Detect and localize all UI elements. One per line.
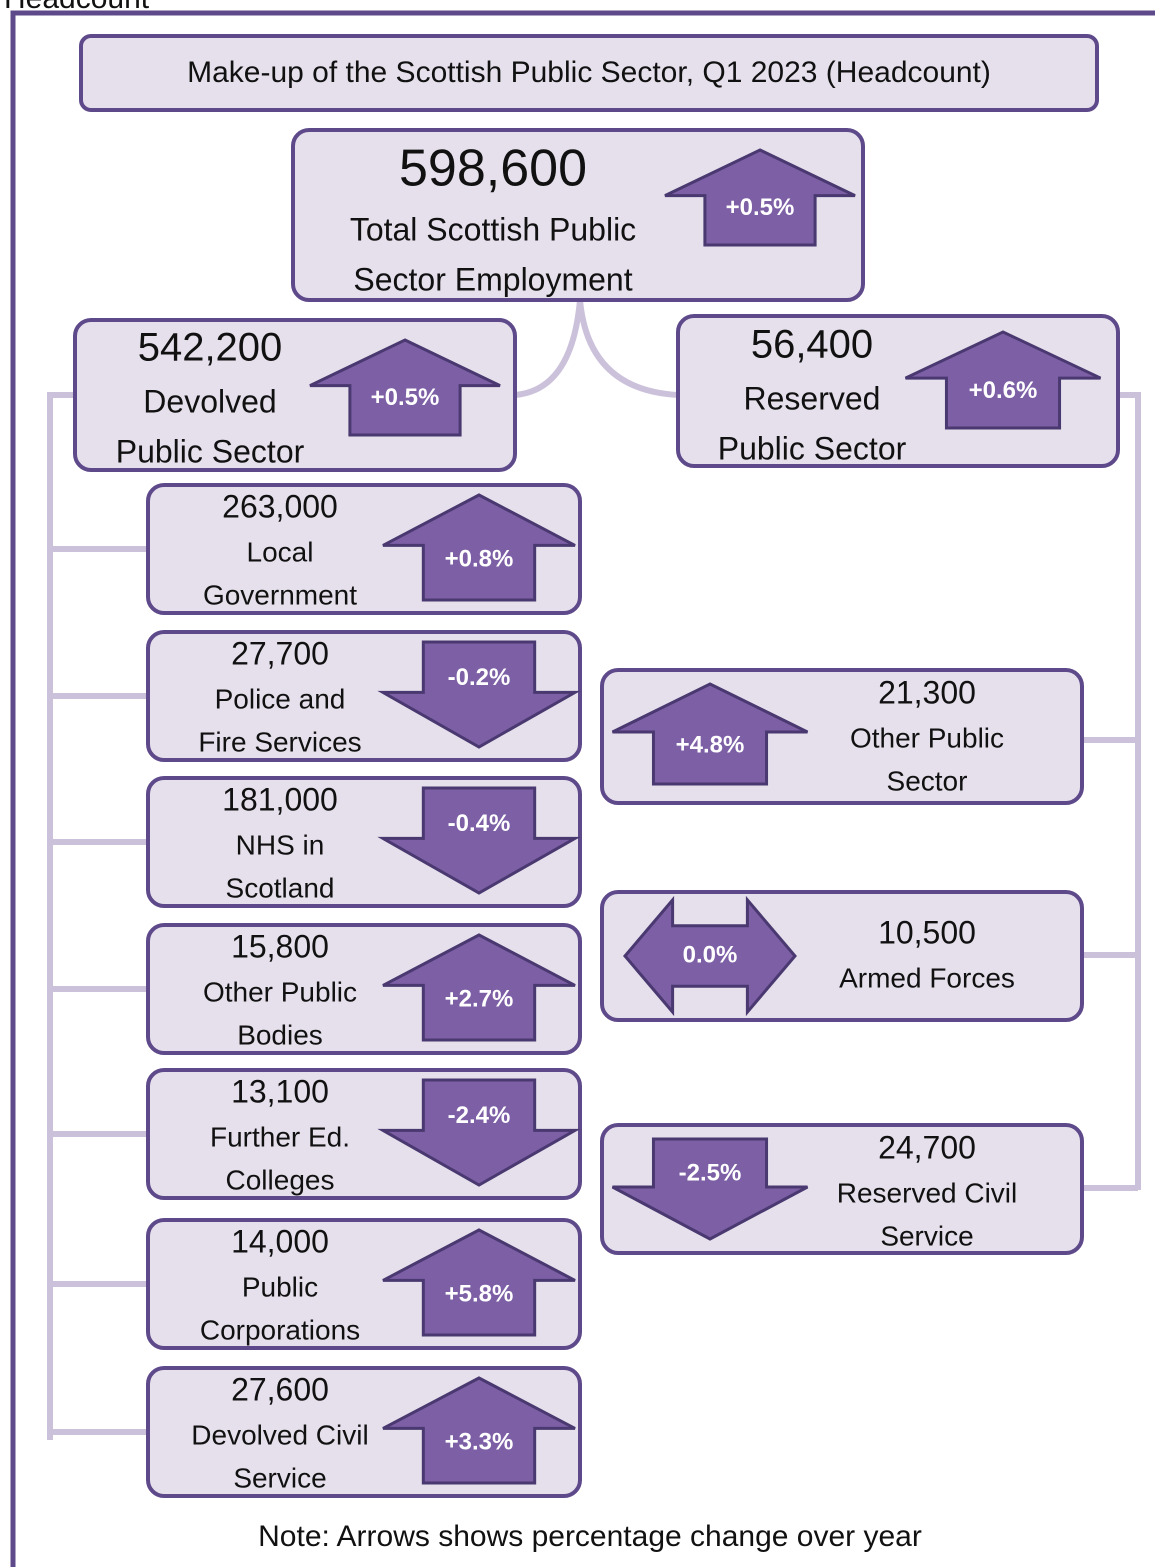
headcount: 181,000 (222, 781, 338, 817)
note: Note: Arrows shows percentage change ove… (258, 1520, 922, 1553)
frame (10, 10, 1155, 1567)
node-label: Local (247, 536, 314, 567)
node-label: Service (233, 1462, 326, 1493)
node-label: Fire Services (198, 726, 361, 757)
headcount: 15,800 (231, 928, 329, 964)
left-bus (47, 392, 75, 1440)
node-label: Bodies (237, 1019, 323, 1050)
up-arrow (382, 1228, 576, 1337)
node-label: Further Ed. (210, 1121, 350, 1152)
headcount: 542,200 (138, 326, 283, 370)
both-arrow (623, 895, 797, 1017)
percent-change: 0.0% (683, 941, 738, 968)
percent-change: -2.5% (679, 1159, 742, 1186)
connector (514, 299, 679, 398)
headcount: 263,000 (222, 488, 338, 524)
headcount: 14,000 (231, 1223, 329, 1259)
node-label: Scotland (226, 872, 335, 903)
percent-change: -0.2% (448, 664, 511, 691)
node-label: Armed Forces (839, 962, 1015, 993)
percent-change: +0.5% (726, 194, 795, 221)
down-arrow (611, 1137, 809, 1241)
down-arrow (377, 640, 581, 749)
node-label: Corporations (200, 1314, 360, 1345)
up-arrow (664, 148, 856, 247)
node-label: Service (880, 1220, 973, 1251)
headcount: 27,700 (231, 635, 329, 671)
up-arrow (309, 338, 501, 437)
node-label: Police and (215, 683, 346, 714)
up-arrow (382, 933, 576, 1042)
node-label: Colleges (226, 1164, 335, 1195)
node-label: Sector (887, 765, 968, 796)
up-arrow (382, 493, 576, 602)
node-label: Devolved (143, 383, 276, 419)
percent-change: +0.5% (371, 384, 440, 411)
down-arrow (377, 1078, 581, 1187)
node-label: Reserved (744, 380, 881, 416)
percent-change: +4.8% (676, 731, 745, 758)
up-arrow (904, 330, 1102, 430)
headcount: 27,600 (231, 1371, 329, 1407)
node-label: Other Public (203, 976, 357, 1007)
node-label: NHS in (236, 829, 325, 860)
down-arrow (377, 786, 581, 895)
right-bus (1118, 392, 1141, 1190)
percent-change: +3.3% (445, 1428, 514, 1455)
up-arrow (611, 682, 809, 786)
node-label: Reserved Civil (837, 1177, 1018, 1208)
node-label: Other Public (850, 722, 1004, 753)
percent-change: +2.7% (445, 985, 514, 1012)
headcount: 56,400 (751, 323, 873, 367)
node-label: Government (203, 579, 357, 610)
node-label: Sector Employment (353, 261, 632, 297)
headcount: 21,300 (878, 674, 976, 710)
node-label: Public Sector (718, 430, 907, 466)
node-label: Public Sector (116, 433, 305, 469)
percent-change: +5.8% (445, 1280, 514, 1307)
percent-change: +0.8% (445, 545, 514, 572)
node-box (600, 890, 1084, 1022)
percent-change: -0.4% (448, 810, 511, 837)
title-box (79, 34, 1099, 112)
headcount: 598,600 (399, 140, 587, 198)
percent-change: +0.6% (969, 377, 1038, 404)
headcount: 24,700 (878, 1129, 976, 1165)
node-label: Public (242, 1271, 318, 1302)
node-label: Devolved Civil (191, 1419, 368, 1450)
title: Make-up of the Scottish Public Sector, Q… (187, 56, 991, 89)
headcount: 13,100 (231, 1073, 329, 1109)
headcount: 10,500 (878, 914, 976, 950)
percent-change: -2.4% (448, 1102, 511, 1129)
node-label: Total Scottish Public (350, 211, 636, 247)
up-arrow (382, 1376, 576, 1485)
